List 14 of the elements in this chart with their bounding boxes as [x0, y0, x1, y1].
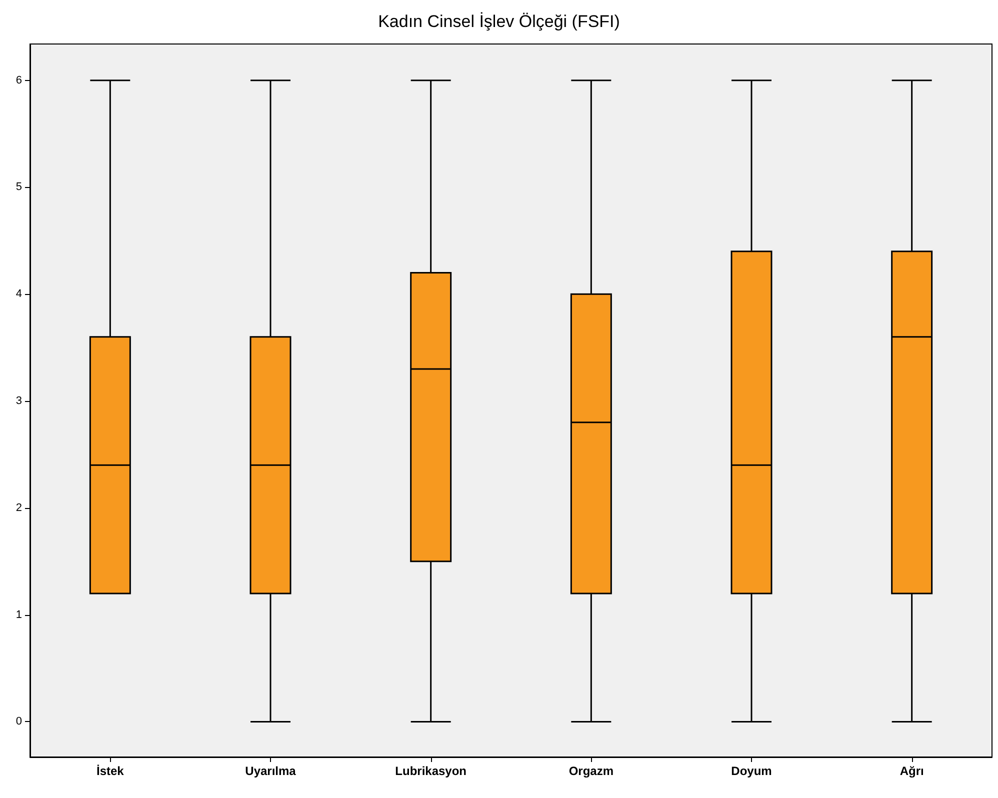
x-tick-label: Ağrı: [900, 764, 924, 778]
y-tick-label: 4: [16, 288, 22, 300]
x-tick-label: Lubrikasyon: [395, 764, 467, 778]
y-tick-label: 0: [16, 716, 22, 728]
x-tick-label: Uyarılma: [245, 764, 296, 778]
x-tick-label: Orgazm: [568, 764, 614, 778]
x-tick-label: Doyum: [731, 764, 772, 778]
y-tick-label: 6: [16, 74, 22, 86]
chart-title: Kadın Cinsel İşlev Ölçeği (FSFI): [378, 12, 620, 31]
y-tick-label: 2: [16, 502, 22, 514]
y-tick-label: 5: [16, 181, 22, 194]
y-tick-label: 3: [16, 395, 22, 408]
x-tick-label: İstek: [96, 764, 124, 778]
y-tick-label: 1: [16, 608, 22, 621]
